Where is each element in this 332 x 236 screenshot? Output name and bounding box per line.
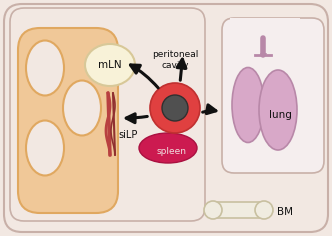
Text: spleen: spleen: [157, 147, 187, 156]
Ellipse shape: [26, 41, 64, 96]
FancyBboxPatch shape: [18, 28, 118, 213]
Text: lung: lung: [269, 110, 291, 120]
Text: peritoneal
cavity: peritoneal cavity: [152, 50, 198, 70]
Circle shape: [150, 83, 200, 133]
Ellipse shape: [139, 133, 197, 163]
Ellipse shape: [63, 80, 101, 135]
Circle shape: [162, 95, 188, 121]
Circle shape: [255, 201, 273, 219]
FancyBboxPatch shape: [10, 8, 205, 221]
Ellipse shape: [232, 67, 264, 143]
Ellipse shape: [85, 44, 135, 86]
Ellipse shape: [26, 121, 64, 176]
Ellipse shape: [259, 70, 297, 150]
Text: mLN: mLN: [98, 60, 122, 70]
FancyBboxPatch shape: [230, 18, 300, 53]
FancyBboxPatch shape: [4, 4, 328, 232]
Text: siLP: siLP: [118, 130, 138, 140]
Text: BM: BM: [277, 207, 293, 217]
FancyBboxPatch shape: [222, 18, 324, 173]
FancyBboxPatch shape: [212, 202, 264, 218]
Circle shape: [204, 201, 222, 219]
